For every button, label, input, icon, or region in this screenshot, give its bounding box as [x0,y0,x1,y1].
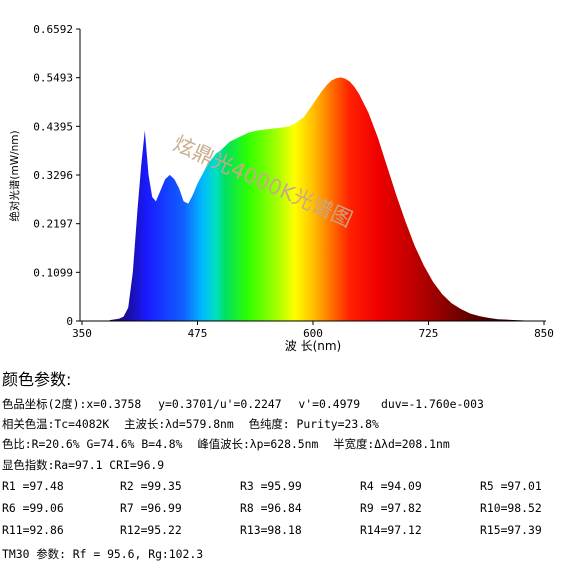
spectrum-area [109,77,540,322]
cri-line: 显色指数:Ra=97.1 CRI=96.9 [2,458,165,472]
y-tick-label: 0 [66,315,73,328]
y-tick-label: 0.4395 [33,120,73,133]
x-tick-label: 350 [72,327,92,340]
chromaticity-y-u: y=0.3701/u'=0.2247 [158,397,282,411]
ticks: 0 0.1099 0.2197 0.3296 0.4395 0.5493 0.6592 350… [33,23,554,340]
params-title: 颜色参数: [2,370,72,389]
y-tick-label: 0.5493 [33,72,73,85]
x-tick-label: 475 [188,327,208,340]
r-value: R15=97.39 [480,523,542,537]
y-tick-label: 0.1099 [33,266,73,279]
r-value: R2 =99.35 [120,479,182,493]
r-value: R4 =94.09 [360,479,422,493]
r-value: R14=97.12 [360,523,422,537]
chromaticity-x: 色品坐标(2度):x=0.3758 [2,397,142,411]
x-tick-label: 850 [534,327,554,340]
r-value: R9 =97.82 [360,501,422,515]
x-tick-label: 725 [419,327,439,340]
r-value: R7 =96.99 [120,501,182,515]
chromaticity-v: v'=0.4979 [298,397,361,411]
y-axis-label: 绝对光谱(mW/nm) [8,130,21,221]
r-value: R5 =97.01 [480,479,542,493]
tm30-line: TM30 参数: Rf = 95.6, Rg:102.3 [2,547,204,561]
r-value: R12=95.22 [120,523,182,537]
purity-value: 色纯度: Purity=23.8% [248,417,379,431]
cct-line: 相关色温:Tc=4082K 主波长:λd=579.8nm 色纯度: Purity… [2,416,379,432]
y-tick-label: 0.3296 [33,169,73,182]
chromaticity-line: 色品坐标(2度):x=0.3758 y=0.3701/u'=0.2247 v'=… [2,396,484,412]
r-value: R8 =96.84 [240,501,302,515]
color-ratio: 色比:R=20.6% G=74.6% B=4.8% [2,437,183,451]
spectrum-chart: 炫鼎光4000K光谱图 00.10990.21970.32960.43950.5… [8,23,554,353]
r-value: R13=98.18 [240,523,302,537]
r-value: R1 =97.48 [2,479,64,493]
peak-wavelength: 峰值波长:λp=628.5nm [197,437,319,451]
color-ratio-line: 色比:R=20.6% G=74.6% B=4.8% 峰值波长:λp=628.5n… [2,436,450,452]
half-width: 半宽度:Δλd=208.1nm [333,437,450,451]
r-value: R3 =95.99 [240,479,302,493]
r-value: R6 =99.06 [2,501,64,515]
x-tick-label: 600 [303,327,323,340]
x-axis-label: 波 长(nm) [285,339,341,353]
y-tick-label: 0.6592 [33,23,73,36]
r-value: R10=98.52 [480,501,542,515]
r-value: R11=92.86 [2,523,64,537]
dominant-wavelength: 主波长:λd=579.8nm [124,417,234,431]
y-tick-label: 0.2197 [33,218,73,231]
chromaticity-duv: duv=-1.760e-003 [381,397,484,411]
cct-value: 相关色温:Tc=4082K [2,417,110,431]
